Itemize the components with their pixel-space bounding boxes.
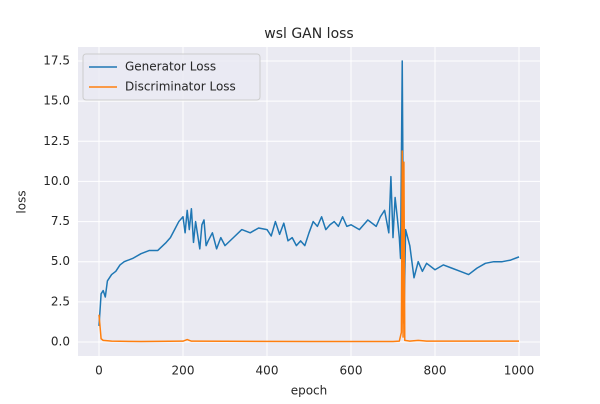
x-tick-label: 0 bbox=[95, 364, 103, 378]
legend-label: Discriminator Loss bbox=[125, 80, 236, 94]
y-tick-label: 12.5 bbox=[43, 134, 70, 148]
legend-label: Generator Loss bbox=[125, 60, 216, 74]
legend-box bbox=[82, 53, 261, 101]
chart-title: wsl GAN loss bbox=[264, 26, 353, 42]
x-axis-label: epoch bbox=[291, 384, 328, 398]
y-tick-label: 2.5 bbox=[51, 294, 70, 308]
y-tick-label: 17.5 bbox=[43, 54, 70, 68]
x-tick-label: 400 bbox=[256, 364, 279, 378]
data-line bbox=[98, 150, 519, 343]
data-line bbox=[98, 60, 520, 326]
y-tick-label: 10.0 bbox=[43, 174, 70, 188]
y-tick-label: 0.0 bbox=[51, 334, 70, 348]
x-tick-label: 800 bbox=[424, 364, 447, 378]
y-tick-label: 7.5 bbox=[51, 214, 70, 228]
y-axis-label: loss bbox=[15, 190, 29, 213]
y-tick-label: 15.0 bbox=[43, 94, 70, 108]
y-tick-label: 5.0 bbox=[51, 254, 70, 268]
x-tick-label: 200 bbox=[172, 364, 195, 378]
x-tick-label: 600 bbox=[340, 364, 363, 378]
x-tick-label: 1000 bbox=[504, 364, 535, 378]
